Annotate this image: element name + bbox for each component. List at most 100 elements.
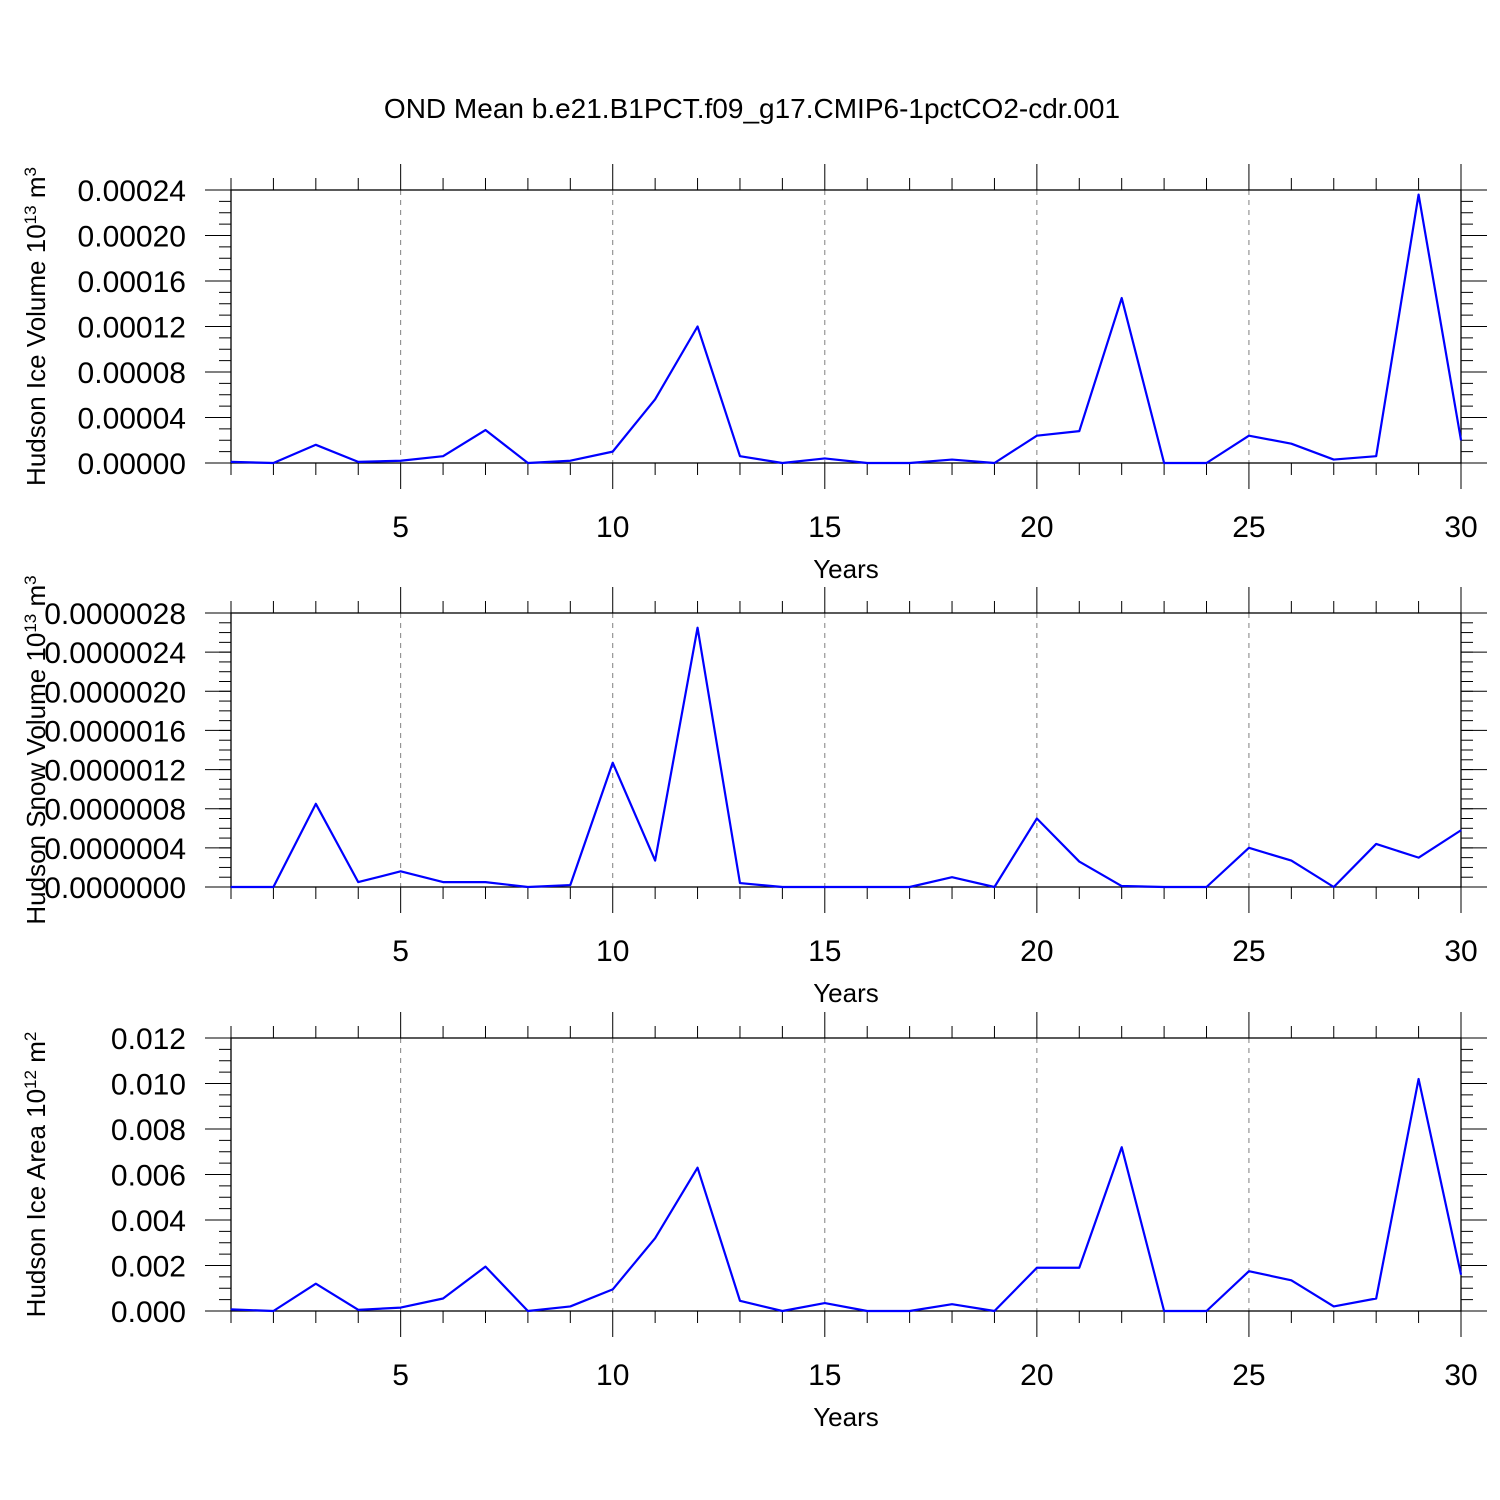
panel-3: 0.000 0.002 0.004 0.006 0.008 0.010 0.012 5 10 15… — [21, 1012, 1487, 1432]
data-point — [1418, 857, 1420, 859]
data-point — [654, 1237, 656, 1239]
data-point — [1163, 462, 1165, 464]
data-point — [739, 455, 741, 457]
data-point — [442, 1297, 444, 1299]
data-point — [400, 870, 402, 872]
x-tick-label: 20 — [1020, 935, 1053, 968]
data-point — [781, 1310, 783, 1312]
x-tick-label: 20 — [1020, 511, 1053, 544]
y-axis-label-exponent: 13 — [21, 205, 40, 224]
data-point — [1206, 1310, 1208, 1312]
data-point — [569, 1305, 571, 1307]
data-point — [1206, 462, 1208, 464]
y-tick-label: 0.00000 — [78, 448, 186, 481]
data-point — [484, 429, 486, 431]
x-tick-label: 10 — [596, 511, 629, 544]
y-tick-label: 0.00012 — [78, 312, 186, 345]
y-axis-label: Hudson Ice Volume 1013 m3 — [21, 167, 52, 486]
data-point — [1206, 886, 1208, 888]
data-point — [739, 1300, 741, 1302]
data-point — [272, 886, 274, 888]
data-point — [697, 326, 699, 327]
x-tick-label: 30 — [1444, 1359, 1477, 1392]
data-point — [866, 462, 868, 464]
x-tick-label: 30 — [1444, 511, 1477, 544]
panels: 0.000000.000040.000080.000120.000160.000… — [21, 164, 1487, 1432]
x-tick-label: 15 — [808, 935, 841, 968]
data-point — [357, 461, 359, 463]
data-point — [909, 886, 911, 888]
data-point — [1248, 1270, 1250, 1272]
y-axis-label-exponent: 12 — [21, 1070, 40, 1089]
data-point — [1375, 843, 1377, 845]
data-point — [357, 881, 359, 883]
data-point — [272, 1310, 274, 1312]
y-axis-label-exponent: 13 — [21, 614, 40, 633]
data-point — [993, 462, 995, 464]
data-point — [866, 1310, 868, 1312]
data-point — [230, 886, 232, 888]
data-point — [1375, 1297, 1377, 1299]
y-axis-label-unit-exponent: 3 — [21, 167, 40, 176]
data-point — [1121, 297, 1123, 299]
data-point — [1418, 1078, 1420, 1080]
y-axis-label-text: Hudson Ice Area 10 — [21, 1089, 51, 1317]
y-tick-label: 0.00004 — [78, 403, 186, 436]
data-point — [1375, 455, 1377, 457]
x-tick-label: 30 — [1444, 935, 1477, 968]
data-point — [1248, 435, 1250, 437]
data-point — [909, 462, 911, 464]
data-point — [315, 1283, 317, 1285]
x-tick-label: 5 — [392, 511, 409, 544]
y-tick-label: 0.008 — [111, 1114, 186, 1147]
x-tick-label: 25 — [1232, 1359, 1265, 1392]
plot-frame — [230, 612, 1462, 888]
y-axis-label: Hudson Snow Volume 1013 m3 — [21, 575, 52, 924]
y-tick-label: 0.006 — [111, 1160, 186, 1193]
y-axis-label-unit-exponent: 2 — [21, 1032, 40, 1041]
y-tick-label: 0.0000028 — [44, 598, 186, 631]
y-axis-label-unit: m — [21, 585, 51, 614]
data-point — [1290, 443, 1292, 445]
data-point — [951, 1303, 953, 1305]
data-point — [866, 886, 868, 888]
x-tick-label: 15 — [808, 511, 841, 544]
y-tick-label: 0.0000004 — [44, 833, 186, 866]
data-point — [315, 444, 317, 446]
data-point — [484, 1266, 486, 1268]
data-point — [824, 886, 826, 888]
y-tick-label: 0.002 — [111, 1251, 186, 1284]
y-axis-label-text: Hudson Snow Volume 10 — [21, 633, 51, 925]
data-point — [1121, 1146, 1123, 1148]
x-tick-label: 5 — [392, 935, 409, 968]
plot-frame — [230, 1037, 1462, 1312]
x-tick-label: 25 — [1232, 935, 1265, 968]
y-axis-label-unit: m — [21, 177, 51, 206]
x-axis-label: Years — [813, 1402, 879, 1432]
data-point — [781, 886, 783, 888]
y-axis-label-unit: m — [21, 1041, 51, 1070]
data-point — [1290, 1279, 1292, 1281]
data-point — [569, 460, 571, 462]
data-point — [781, 462, 783, 464]
panel-1: 0.00000 0.00004 0.00008 0.00012 0.00016 0.000… — [21, 164, 1487, 584]
data-point — [1163, 886, 1165, 888]
y-tick-label: 0.012 — [111, 1023, 186, 1056]
data-point — [1460, 1274, 1462, 1276]
data-point — [1036, 435, 1038, 437]
series-line — [230, 1077, 1463, 1313]
data-point — [1248, 847, 1250, 849]
data-point — [1163, 1310, 1165, 1312]
x-tick-label: 20 — [1020, 1359, 1053, 1392]
y-tick-label: 0.00016 — [78, 266, 186, 299]
data-point — [697, 1167, 699, 1169]
y-axis-label: Hudson Ice Area 1012 m2 — [21, 1032, 52, 1318]
data-point — [951, 459, 953, 461]
y-tick-label: 0.0000020 — [44, 676, 186, 709]
x-tick-label: 15 — [808, 1359, 841, 1392]
y-tick-label: 0.000 — [111, 1296, 186, 1329]
plot-frame — [230, 189, 1462, 464]
data-point — [1078, 430, 1080, 432]
data-point — [612, 1288, 614, 1290]
